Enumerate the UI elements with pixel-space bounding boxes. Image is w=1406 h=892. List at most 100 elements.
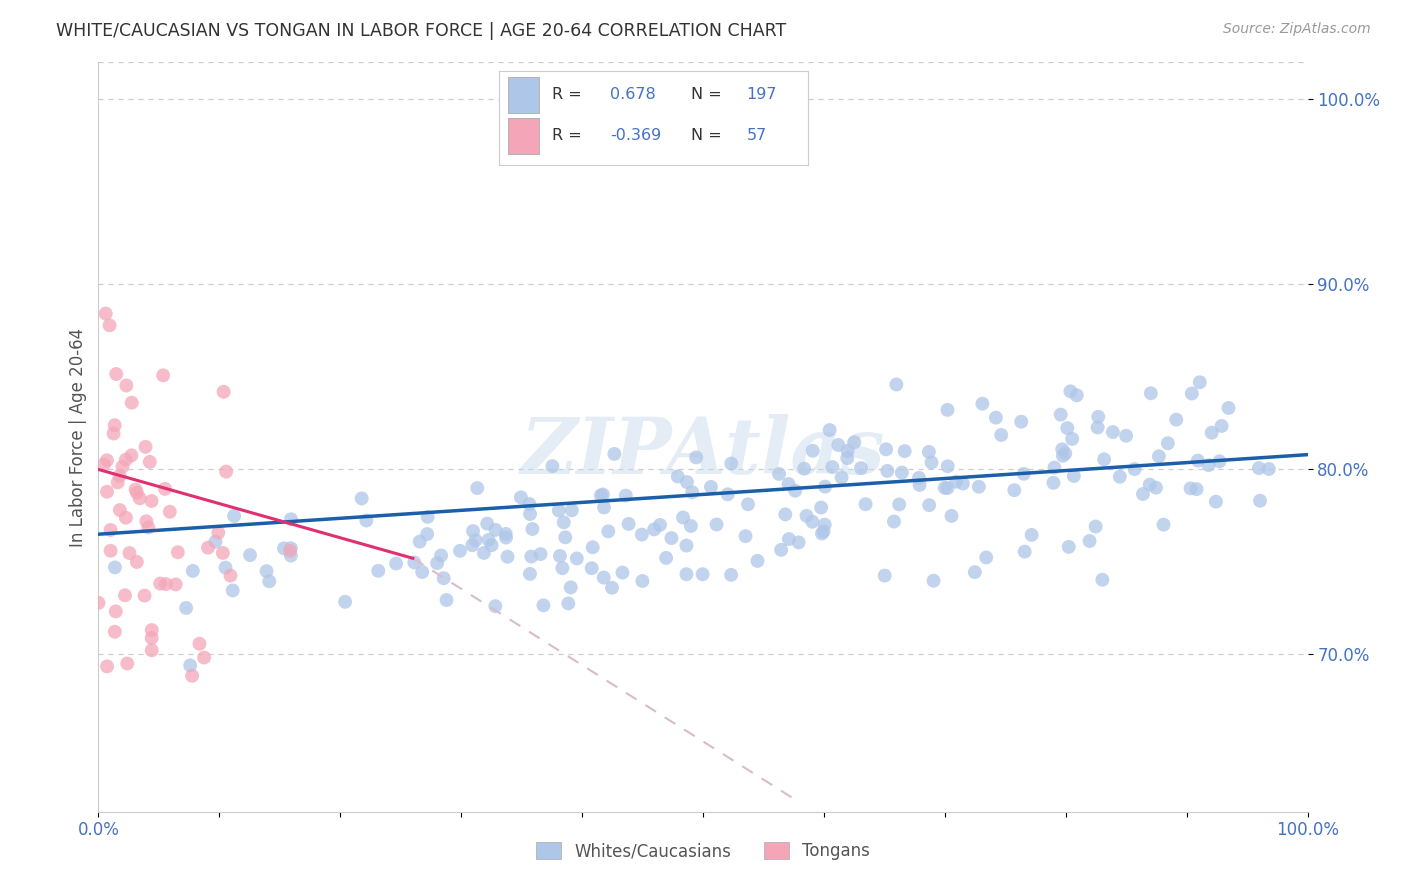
Point [1066, 388, 1088, 402]
Text: WHITE/CAUCASIAN VS TONGAN IN LABOR FORCE | AGE 20-64 CORRELATION CHART: WHITE/CAUCASIAN VS TONGAN IN LABOR FORCE… [56, 22, 786, 40]
Point [411, 565, 433, 579]
Point [350, 491, 373, 506]
Point [747, 554, 769, 568]
Point [104, 604, 127, 618]
Point [883, 515, 905, 529]
Point [990, 428, 1012, 442]
Point [235, 837, 257, 851]
Point [117, 657, 139, 671]
Point [96, 453, 118, 467]
Point [984, 410, 1007, 425]
Point [222, 583, 245, 598]
Point [706, 517, 728, 532]
Point [204, 534, 226, 549]
Point [775, 508, 797, 522]
Point [593, 500, 616, 515]
Point [548, 549, 571, 563]
Point [1087, 420, 1109, 434]
Point [547, 503, 569, 517]
Point [464, 533, 486, 548]
Point [612, 566, 634, 580]
FancyBboxPatch shape [509, 119, 540, 153]
Point [1205, 494, 1227, 508]
Point [94, 307, 117, 321]
Point [582, 541, 605, 555]
Point [224, 508, 246, 523]
Point [98, 318, 121, 333]
Point [1042, 475, 1064, 490]
Point [111, 459, 134, 474]
Point [193, 650, 215, 665]
Point [675, 567, 697, 582]
Point [768, 467, 790, 481]
Point [1087, 409, 1109, 424]
Point [1211, 419, 1233, 434]
Point [212, 546, 235, 560]
Point [125, 555, 148, 569]
Legend: Whites/Caucasians, Tongans: Whites/Caucasians, Tongans [529, 836, 877, 867]
Point [893, 444, 915, 458]
Text: 197: 197 [747, 87, 778, 103]
Point [1057, 540, 1080, 554]
Point [436, 593, 458, 607]
Text: N =: N = [690, 87, 721, 103]
Point [551, 561, 574, 575]
Point [239, 548, 262, 562]
Point [1063, 469, 1085, 483]
Point [519, 497, 541, 511]
Point [219, 568, 242, 582]
Point [134, 589, 156, 603]
Point [214, 560, 236, 574]
Point [212, 384, 235, 399]
Point [617, 516, 640, 531]
Point [1052, 449, 1074, 463]
Point [810, 500, 832, 515]
Point [1010, 415, 1032, 429]
Point [589, 488, 612, 502]
Point [778, 532, 800, 546]
Point [1157, 436, 1180, 450]
Text: 57: 57 [747, 128, 766, 144]
Point [128, 491, 150, 506]
Point [141, 623, 163, 637]
Point [215, 465, 238, 479]
Point [600, 581, 623, 595]
Point [1108, 469, 1130, 483]
Point [844, 435, 866, 450]
Point [1014, 544, 1036, 558]
Point [477, 516, 499, 531]
Point [1002, 483, 1025, 498]
Point [141, 631, 163, 645]
Point [104, 418, 127, 433]
Point [96, 659, 118, 673]
Point [1092, 452, 1115, 467]
Point [1102, 425, 1125, 439]
Point [416, 527, 439, 541]
Text: Source: ZipAtlas.com: Source: ZipAtlas.com [1223, 22, 1371, 37]
Point [785, 483, 807, 498]
Point [256, 564, 278, 578]
Point [561, 503, 583, 517]
Point [1123, 462, 1146, 476]
Point [367, 564, 389, 578]
Point [1052, 442, 1074, 457]
Point [675, 539, 697, 553]
Point [149, 576, 172, 591]
Point [108, 503, 131, 517]
Point [461, 524, 484, 538]
Point [734, 529, 756, 543]
Point [519, 566, 541, 581]
Point [1147, 450, 1170, 464]
Point [280, 512, 302, 526]
Point [1084, 519, 1107, 533]
Point [648, 517, 671, 532]
Point [873, 568, 896, 582]
Point [426, 556, 449, 570]
Text: 0.678: 0.678 [610, 87, 657, 103]
Point [1187, 453, 1209, 467]
Point [105, 367, 128, 381]
Point [1021, 528, 1043, 542]
Point [114, 588, 136, 602]
Point [104, 560, 127, 574]
Point [280, 549, 302, 563]
